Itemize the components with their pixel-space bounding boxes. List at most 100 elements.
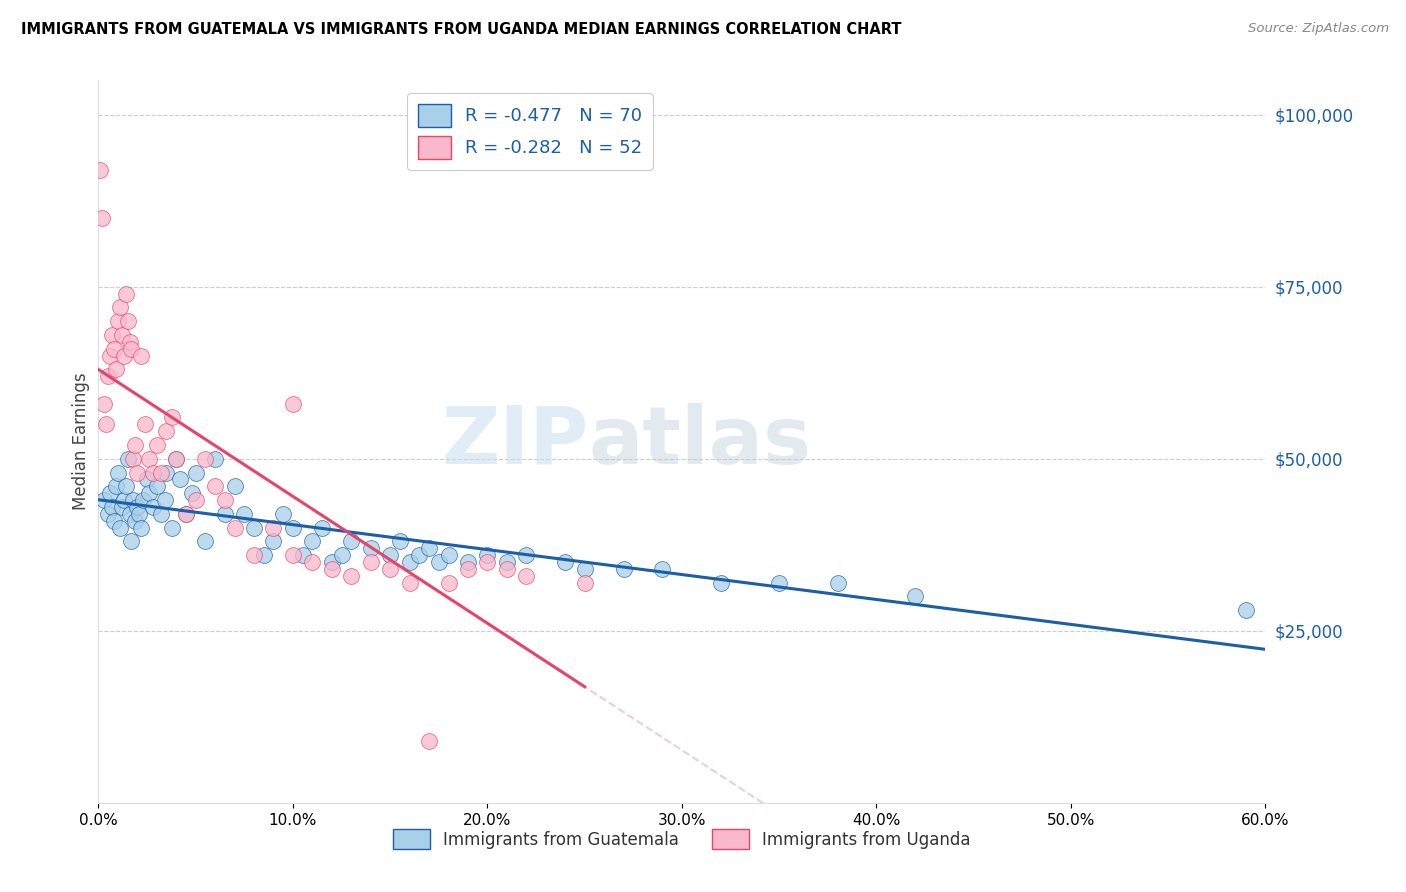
Point: [149, 466, 172, 480]
Point: [194, 534, 217, 549]
Point: [127, 466, 149, 480]
Point: [103, 514, 125, 528]
Point: [122, 493, 145, 508]
Text: ZIP: ZIP: [441, 402, 589, 481]
Point: [114, 479, 136, 493]
Point: [253, 548, 276, 562]
Point: [111, 327, 134, 342]
Point: [321, 555, 343, 569]
Point: [118, 507, 141, 521]
Point: [153, 493, 176, 508]
Point: [103, 342, 125, 356]
Point: [155, 424, 177, 438]
Point: [129, 520, 152, 534]
Point: [554, 555, 576, 569]
Point: [477, 555, 499, 569]
Point: [142, 466, 165, 480]
Point: [96, 417, 118, 432]
Point: [380, 562, 402, 576]
Point: [184, 466, 207, 480]
Point: [121, 534, 143, 549]
Point: [112, 349, 135, 363]
Point: [262, 534, 284, 549]
Point: [408, 548, 430, 562]
Point: [142, 500, 165, 514]
Text: IMMIGRANTS FROM GUATEMALA VS IMMIGRANTS FROM UGANDA MEDIAN EARNINGS CORRELATION : IMMIGRANTS FROM GUATEMALA VS IMMIGRANTS …: [21, 22, 901, 37]
Point: [651, 562, 673, 576]
Point: [107, 314, 129, 328]
Point: [515, 548, 537, 562]
Point: [233, 507, 256, 521]
Point: [281, 520, 304, 534]
Point: [155, 466, 177, 480]
Point: [496, 562, 519, 576]
Legend: Immigrants from Guatemala, Immigrants from Uganda: Immigrants from Guatemala, Immigrants fr…: [387, 822, 977, 856]
Text: atlas: atlas: [589, 402, 811, 481]
Point: [169, 472, 191, 486]
Point: [98, 349, 121, 363]
Point: [477, 548, 499, 562]
Point: [613, 562, 636, 576]
Point: [121, 342, 143, 356]
Point: [194, 451, 217, 466]
Point: [1234, 603, 1257, 617]
Point: [89, 162, 111, 177]
Point: [127, 500, 149, 514]
Point: [174, 507, 197, 521]
Point: [165, 451, 187, 466]
Point: [388, 534, 411, 549]
Point: [398, 555, 420, 569]
Point: [214, 493, 236, 508]
Point: [117, 451, 139, 466]
Point: [117, 314, 139, 328]
Point: [124, 514, 146, 528]
Point: [904, 590, 927, 604]
Point: [107, 466, 129, 480]
Point: [301, 534, 323, 549]
Point: [360, 541, 382, 556]
Point: [340, 534, 363, 549]
Point: [281, 548, 304, 562]
Point: [111, 500, 134, 514]
Point: [457, 562, 479, 576]
Point: [204, 451, 226, 466]
Point: [827, 575, 849, 590]
Point: [427, 555, 450, 569]
Point: [321, 562, 343, 576]
Point: [104, 479, 127, 493]
Point: [129, 349, 152, 363]
Point: [243, 548, 266, 562]
Point: [138, 486, 160, 500]
Point: [418, 541, 440, 556]
Point: [398, 575, 420, 590]
Point: [496, 555, 519, 569]
Point: [136, 472, 159, 486]
Point: [146, 479, 169, 493]
Point: [108, 520, 131, 534]
Point: [768, 575, 790, 590]
Point: [311, 520, 333, 534]
Point: [574, 562, 596, 576]
Point: [101, 327, 124, 342]
Point: [281, 397, 304, 411]
Point: [224, 520, 246, 534]
Point: [204, 479, 226, 493]
Point: [574, 575, 596, 590]
Point: [418, 734, 440, 748]
Point: [132, 493, 155, 508]
Point: [165, 451, 187, 466]
Point: [437, 575, 460, 590]
Point: [437, 548, 460, 562]
Point: [301, 555, 323, 569]
Point: [128, 507, 150, 521]
Point: [291, 548, 314, 562]
Point: [122, 451, 145, 466]
Point: [93, 397, 115, 411]
Point: [340, 568, 363, 582]
Y-axis label: Median Earnings: Median Earnings: [72, 373, 90, 510]
Point: [91, 211, 114, 225]
Point: [97, 369, 120, 384]
Point: [124, 438, 146, 452]
Point: [710, 575, 733, 590]
Point: [262, 520, 284, 534]
